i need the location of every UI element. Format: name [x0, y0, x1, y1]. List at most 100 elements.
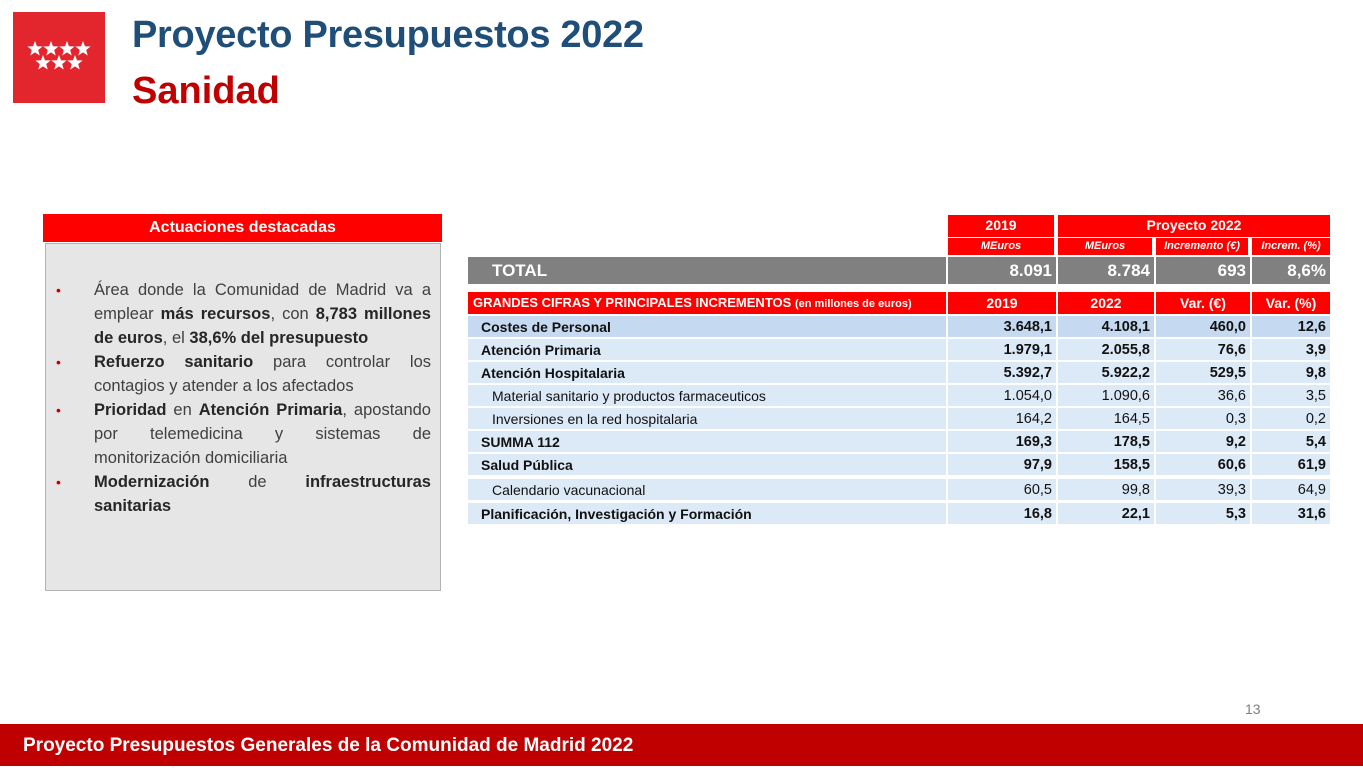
- action-text: en: [166, 401, 199, 419]
- table-cell-pct: 5,4: [1252, 431, 1330, 452]
- table-cell-var: 9,2: [1156, 431, 1250, 452]
- table-cell-var: 60,6: [1156, 454, 1250, 475]
- table-cell-v2022: 5.922,2: [1058, 362, 1154, 383]
- actions-header: Actuaciones destacadas: [43, 214, 442, 242]
- table-cell-v2022: 158,5: [1058, 454, 1154, 475]
- footer-bar: Proyecto Presupuestos Generales de la Co…: [0, 724, 1363, 766]
- page-number: 13: [1245, 701, 1261, 717]
- action-item: • Prioridad en Atención Primaria, apostan…: [56, 398, 431, 470]
- bullet-icon: •: [56, 282, 61, 298]
- star-icon: [51, 55, 67, 70]
- actions-box: • Área donde la Comunidad de Madrid va a …: [45, 243, 441, 591]
- action-text: , con: [270, 305, 316, 323]
- table-cell-pct: 3,9: [1252, 339, 1330, 360]
- action-text-bold: 8,783 millones de euros: [94, 305, 431, 347]
- total-pct: 8,6%: [1252, 257, 1330, 284]
- table-cell-v2022: 1.090,6: [1058, 385, 1154, 406]
- action-text-bold: Refuerzo sanitario: [94, 353, 254, 371]
- sub-header-meuros-2022: MEuros: [1058, 238, 1154, 255]
- section-col-pct: Var. (%): [1252, 292, 1330, 314]
- table-row-label: Costes de Personal: [468, 316, 946, 337]
- table-cell-var: 76,6: [1156, 339, 1250, 360]
- page-title: Proyecto Presupuestos 2022: [132, 14, 644, 56]
- table-row-label: Material sanitario y productos farmaceut…: [468, 385, 946, 406]
- bullet-icon: •: [56, 354, 61, 370]
- total-var: 693: [1156, 257, 1250, 284]
- table-cell-v2022: 22,1: [1058, 503, 1154, 524]
- table-cell-var: 529,5: [1156, 362, 1250, 383]
- table-row-label: Inversiones en la red hospitalaria: [468, 408, 946, 429]
- table-cell-pct: 12,6: [1252, 316, 1330, 337]
- table-cell-var: 39,3: [1156, 479, 1250, 500]
- action-text-bold: Modernización: [94, 473, 210, 491]
- star-icon: [43, 41, 59, 56]
- table-cell-pct: 0,2: [1252, 408, 1330, 429]
- action-text-bold: Atención Primaria: [198, 401, 343, 419]
- table-cell-pct: 61,9: [1252, 454, 1330, 475]
- table-cell-pct: 64,9: [1252, 479, 1330, 500]
- table-cell-v2022: 2.055,8: [1058, 339, 1154, 360]
- action-text: , apostando por telemedicina y sistemas …: [94, 401, 431, 467]
- table-cell-v2019: 169,3: [948, 431, 1056, 452]
- table-cell-v2022: 164,5: [1058, 408, 1154, 429]
- table-cell-v2019: 97,9: [948, 454, 1056, 475]
- star-icon: [59, 41, 75, 56]
- table-cell-v2022: 178,5: [1058, 431, 1154, 452]
- actions-list: • Área donde la Comunidad de Madrid va a …: [46, 244, 440, 518]
- total-2022: 8.784: [1058, 257, 1154, 284]
- table-cell-pct: 9,8: [1252, 362, 1330, 383]
- star-icon: [27, 41, 43, 56]
- table-cell-v2019: 1.054,0: [948, 385, 1056, 406]
- bullet-icon: •: [56, 474, 61, 490]
- sub-header-incremento: Incremento (€): [1156, 238, 1250, 255]
- table-cell-v2022: 4.108,1: [1058, 316, 1154, 337]
- table-row-label: Calendario vacunacional: [468, 479, 946, 500]
- sub-header-meuros-2019: MEuros: [948, 238, 1056, 255]
- action-text-bold: infraestructuras sanitarias: [94, 473, 431, 515]
- action-text: Área donde la Comunidad de Madrid va a e…: [94, 281, 431, 323]
- table-cell-v2019: 16,8: [948, 503, 1056, 524]
- table-row-label: Atención Hospitalaria: [468, 362, 946, 383]
- table-cell-v2019: 1.979,1: [948, 339, 1056, 360]
- action-text: para controlar los contagios y atender a…: [94, 353, 431, 395]
- table-cell-pct: 3,5: [1252, 385, 1330, 406]
- table-cell-v2019: 164,2: [948, 408, 1056, 429]
- sub-header-increm-pct: Increm. (%): [1252, 238, 1330, 255]
- table-cell-v2019: 60,5: [948, 479, 1056, 500]
- star-icon: [35, 55, 51, 70]
- action-item: • Área donde la Comunidad de Madrid va a …: [56, 278, 431, 350]
- table-cell-pct: 31,6: [1252, 503, 1330, 524]
- col-header-proyecto: Proyecto 2022: [1058, 215, 1330, 237]
- table-cell-v2022: 99,8: [1058, 479, 1154, 500]
- bullet-icon: •: [56, 402, 61, 418]
- table-row-label: Planificación, Investigación y Formación: [468, 503, 946, 524]
- star-icon: [75, 41, 91, 56]
- section-col-2022: 2022: [1058, 292, 1154, 314]
- action-text: , el: [162, 329, 190, 347]
- action-item: • Modernización de infraestructuras sanit…: [56, 470, 431, 518]
- madrid-stars-logo: [13, 12, 105, 103]
- section-note: (en millones de euros): [794, 298, 912, 310]
- table-cell-var: 0,3: [1156, 408, 1250, 429]
- table-cell-v2019: 5.392,7: [948, 362, 1056, 383]
- table-cell-var: 460,0: [1156, 316, 1250, 337]
- section-col-2019: 2019: [948, 292, 1056, 314]
- action-item: • Refuerzo sanitario para controlar los c…: [56, 350, 431, 398]
- table-row-label: SUMMA 112: [468, 431, 946, 452]
- action-text-bold: 38,6% del presupuesto: [189, 329, 369, 347]
- star-icon: [67, 55, 83, 70]
- action-text-bold: más recursos: [160, 305, 271, 323]
- section-col-var: Var. (€): [1156, 292, 1250, 314]
- page-subtitle: Sanidad: [132, 70, 280, 112]
- table-cell-var: 36,6: [1156, 385, 1250, 406]
- section-title: GRANDES CIFRAS Y PRINCIPALES INCREMENTOS: [473, 295, 792, 310]
- action-text: de: [209, 473, 306, 491]
- table-row-label: Salud Pública: [468, 454, 946, 475]
- table-cell-var: 5,3: [1156, 503, 1250, 524]
- section-header: GRANDES CIFRAS Y PRINCIPALES INCREMENTOS…: [468, 292, 946, 314]
- total-label: TOTAL: [468, 257, 946, 284]
- stars-icon: [27, 41, 91, 70]
- action-text-bold: Prioridad: [94, 401, 167, 419]
- col-header-2019: 2019: [948, 215, 1056, 237]
- table-cell-v2019: 3.648,1: [948, 316, 1056, 337]
